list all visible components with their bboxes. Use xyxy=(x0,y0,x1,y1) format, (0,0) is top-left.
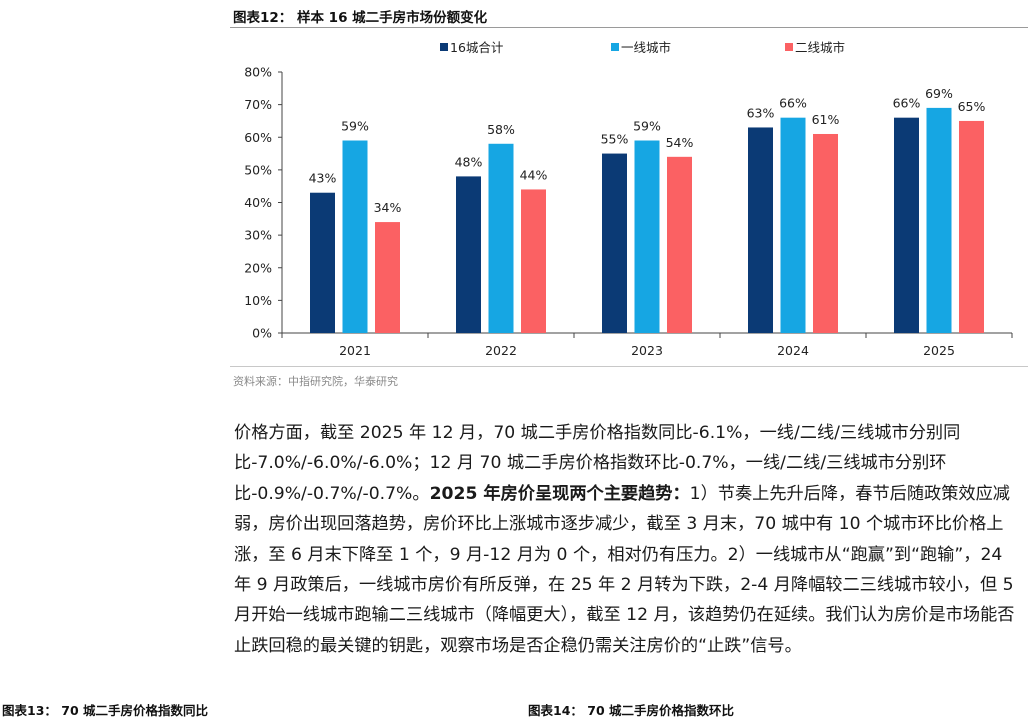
y-tick-label: 20% xyxy=(244,260,272,275)
bar xyxy=(310,192,335,333)
bar xyxy=(667,156,692,333)
data-label: 69% xyxy=(925,86,953,101)
data-label: 59% xyxy=(341,119,369,134)
legend-swatch xyxy=(785,43,793,51)
legend-label: 一线城市 xyxy=(621,40,671,55)
x-tick-label: 2023 xyxy=(631,343,663,358)
data-label: 54% xyxy=(666,135,694,150)
bar xyxy=(748,127,773,334)
y-tick-label: 40% xyxy=(244,195,272,210)
x-tick-label: 2025 xyxy=(923,343,955,358)
bar xyxy=(959,120,984,333)
y-tick-label: 70% xyxy=(244,97,272,112)
data-label: 34% xyxy=(374,200,402,215)
data-label: 44% xyxy=(520,167,548,182)
data-label: 43% xyxy=(309,171,337,186)
bar xyxy=(634,140,660,333)
data-label: 63% xyxy=(747,105,775,120)
body-text-part2: 1）节奏上先升后降，春节后随政策效应减弱，房价出现回落趋势，房价环比上涨城市逐步… xyxy=(234,483,1015,656)
data-label: 65% xyxy=(958,99,986,114)
bar xyxy=(894,117,919,333)
body-text-bold: 2025 年房价呈现两个主要趋势： xyxy=(429,483,690,504)
bar xyxy=(780,117,806,333)
figure-source: 资料来源：中指研究院，华泰研究 xyxy=(233,375,398,388)
bar xyxy=(488,143,514,333)
body-text-part1: 价格方面，截至 2025 年 12 月，70 城二手房价格指数同比-6.1%，一… xyxy=(234,423,961,504)
data-label: 66% xyxy=(779,96,807,111)
data-label: 58% xyxy=(487,122,515,137)
y-tick-label: 30% xyxy=(244,228,272,243)
legend-swatch xyxy=(611,43,619,51)
figure-title: 图表12： 样本 16 城二手房市场份额变化 xyxy=(233,10,488,26)
x-tick-label: 2024 xyxy=(777,343,809,358)
data-label: 59% xyxy=(633,119,661,134)
next-figure-caption-right: 图表14： 70 城二手房价格指数环比 xyxy=(528,703,734,718)
bar xyxy=(602,153,627,333)
bar xyxy=(375,222,400,333)
legend-swatch xyxy=(440,43,448,51)
data-label: 48% xyxy=(455,154,483,169)
y-tick-label: 10% xyxy=(244,293,272,308)
legend-label: 16城合计 xyxy=(450,40,503,55)
bar xyxy=(342,140,368,333)
bar xyxy=(456,176,481,333)
bar xyxy=(521,189,546,333)
y-tick-label: 50% xyxy=(244,162,272,177)
x-tick-label: 2021 xyxy=(339,343,371,358)
title-divider xyxy=(230,27,1028,28)
y-tick-label: 60% xyxy=(244,130,272,145)
y-tick-label: 80% xyxy=(244,65,272,80)
bar xyxy=(813,133,838,333)
bar xyxy=(926,107,952,333)
data-label: 66% xyxy=(893,96,921,111)
source-divider xyxy=(230,366,1028,367)
bar-chart: 0% 10% 20% 30% 40% 50% 60% 70% 80% 2021 2022 2023 20… xyxy=(244,40,1013,358)
y-tick-label: 0% xyxy=(252,326,272,341)
data-label: 55% xyxy=(601,132,629,147)
legend-label: 二线城市 xyxy=(795,40,845,55)
next-figure-caption-left: 图表13： 70 城二手房价格指数同比 xyxy=(2,703,208,718)
body-paragraph: 价格方面，截至 2025 年 12 月，70 城二手房价格指数同比-6.1%，一… xyxy=(234,418,1024,661)
x-tick-label: 2022 xyxy=(485,343,517,358)
data-label: 61% xyxy=(812,112,840,127)
